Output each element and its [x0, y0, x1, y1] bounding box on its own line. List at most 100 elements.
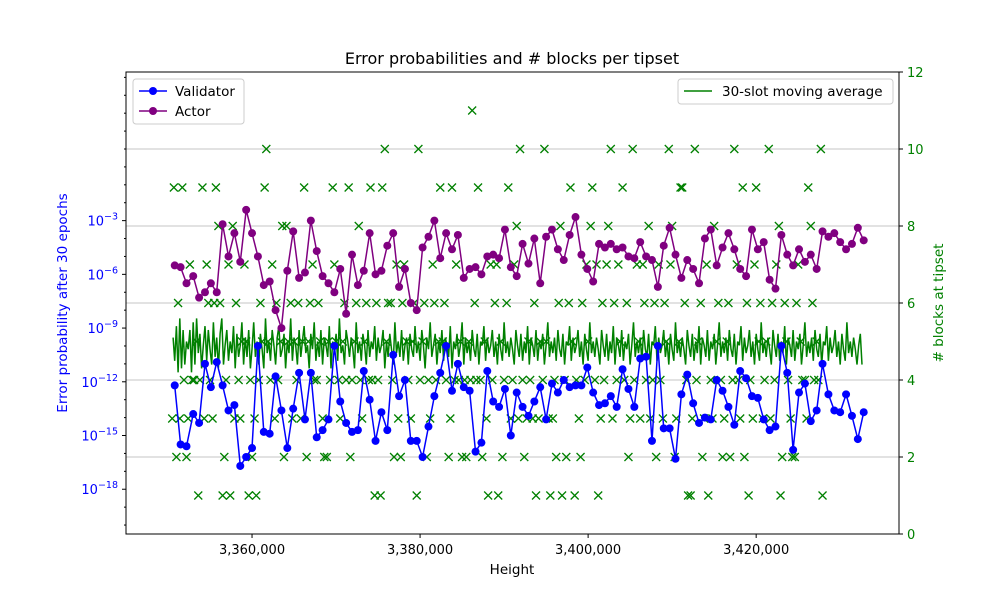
actor-point-115: [847, 239, 856, 248]
validator-point-50: [465, 386, 474, 395]
block-marker-267: [702, 260, 712, 269]
block-marker-303: [774, 221, 784, 231]
actor-point-112: [830, 229, 839, 238]
block-marker-63: [293, 298, 303, 308]
block-marker-115: [397, 298, 407, 308]
actor-point-56: [500, 225, 509, 234]
actor-point-85: [671, 250, 680, 259]
actor-point-87: [683, 256, 692, 265]
block-marker-249: [666, 260, 675, 269]
actor-point-34: [371, 270, 380, 279]
block-marker-320: [807, 298, 817, 308]
validator-point-22: [300, 415, 309, 424]
actor-point-80: [642, 252, 651, 261]
block-marker-41: [250, 414, 260, 423]
y-right-tick-label-5: 10: [907, 143, 924, 158]
block-marker-122: [412, 491, 422, 500]
validator-point-101: [765, 426, 774, 435]
actor-point-110: [818, 227, 827, 236]
block-marker-33: [234, 375, 244, 385]
block-marker-256: [680, 298, 690, 308]
actor-point-31: [353, 281, 362, 290]
y-right-tick-label-6: 12: [907, 66, 924, 81]
block-marker-279: [725, 452, 735, 462]
actor-point-65: [553, 245, 562, 254]
actor-point-9: [224, 252, 233, 261]
block-marker-106: [380, 144, 390, 154]
block-marker-161: [490, 298, 500, 308]
validator-point-40: [406, 436, 415, 445]
block-marker-124: [415, 375, 425, 385]
actor-point-52: [477, 270, 486, 279]
y-right-tick-label-3: 6: [907, 297, 915, 312]
validator-point-85: [671, 454, 680, 463]
validator-point-80: [642, 352, 651, 361]
block-marker-88: [344, 183, 354, 192]
block-marker-278: [723, 298, 733, 308]
validator-point-69: [577, 381, 586, 390]
actor-point-70: [583, 264, 592, 273]
block-marker-193: [554, 298, 564, 308]
actor-point-32: [359, 266, 368, 275]
validator-point-5: [200, 359, 209, 368]
block-marker-319: [806, 221, 816, 231]
block-marker-229: [625, 414, 635, 423]
block-marker-189: [545, 491, 555, 500]
block-marker-40: [247, 452, 257, 462]
block-marker-134: [435, 183, 445, 192]
actor-point-44: [430, 216, 439, 225]
block-marker-259: [686, 491, 696, 500]
actor-point-23: [306, 216, 315, 225]
block-marker-287: [742, 298, 752, 308]
x-tick-label-1: 3,380,000: [387, 543, 453, 558]
block-marker-312: [792, 298, 801, 308]
block-marker-192: [551, 452, 561, 462]
actor-point-58: [512, 272, 521, 281]
block-marker-165: [497, 452, 507, 462]
block-marker-56: [279, 452, 289, 462]
validator-point-54: [489, 397, 498, 406]
actor-point-62: [536, 279, 545, 288]
y-right-tick-label-4: 8: [907, 220, 915, 235]
block-marker-288: [744, 491, 754, 500]
block-marker-205: [577, 298, 587, 308]
block-marker-219: [606, 144, 616, 154]
block-marker-310: [787, 452, 797, 462]
chart-title: Error probabilities and # blocks per tip…: [345, 49, 679, 68]
block-marker-221: [609, 298, 619, 308]
actor-point-21: [295, 273, 304, 282]
block-marker-311: [790, 452, 800, 462]
validator-point-100: [759, 415, 768, 424]
validator-point-35: [377, 408, 386, 417]
actor-point-116: [853, 223, 862, 232]
block-marker-261: [690, 144, 700, 154]
validator-point-62: [536, 383, 545, 392]
validator-point-73: [600, 399, 609, 408]
validator-point-37: [389, 350, 398, 359]
block-marker-213: [593, 491, 603, 500]
block-marker-102: [371, 298, 381, 308]
block-marker-235: [638, 260, 648, 269]
validator-point-21: [295, 368, 304, 377]
block-marker-126: [419, 298, 429, 308]
block-marker-34: [235, 414, 245, 423]
block-marker-306: [780, 298, 790, 308]
block-marker-69: [305, 298, 315, 308]
actor-point-3: [189, 272, 198, 281]
block-marker-276: [719, 414, 729, 423]
block-marker-176: [519, 452, 529, 462]
actor-point-95: [730, 245, 739, 254]
validator-point-51: [471, 447, 480, 456]
block-marker-175: [518, 375, 528, 385]
actor-point-63: [542, 232, 551, 241]
actor-point-74: [606, 239, 615, 248]
block-marker-294: [755, 298, 765, 308]
block-marker-103: [373, 375, 383, 385]
block-marker-225: [618, 183, 628, 192]
block-marker-9: [185, 260, 195, 269]
validator-point-75: [612, 402, 621, 411]
block-marker-111: [389, 452, 399, 462]
actor-point-8: [218, 220, 227, 229]
block-marker-39: [245, 375, 255, 385]
y-right-tick-label-0: 0: [907, 528, 915, 543]
